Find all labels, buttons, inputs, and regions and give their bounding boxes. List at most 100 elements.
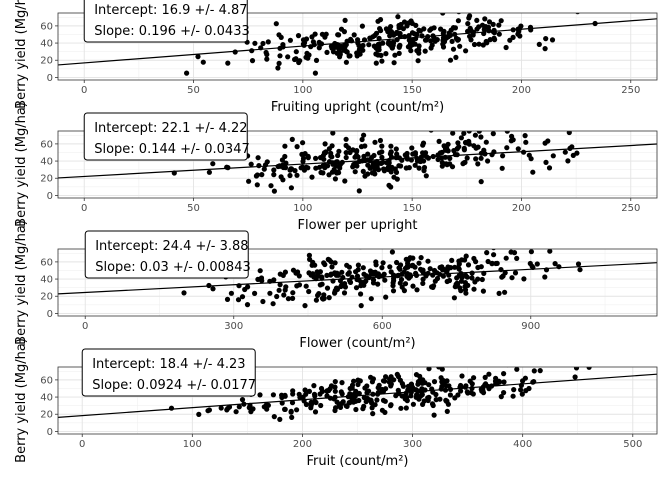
- y-axis-title: Berry yield (Mg/ha): [14, 338, 29, 463]
- data-point: [356, 188, 362, 194]
- data-point: [353, 160, 359, 166]
- data-point: [375, 281, 381, 287]
- data-point: [519, 391, 525, 397]
- data-point: [410, 283, 416, 289]
- data-point: [296, 282, 303, 288]
- data-point: [282, 406, 288, 412]
- data-point: [303, 401, 309, 408]
- data-point: [312, 70, 318, 76]
- y-tick-label: 40: [40, 275, 53, 286]
- data-point: [514, 255, 520, 261]
- x-tick-label: 50: [187, 203, 200, 214]
- data-point: [408, 42, 414, 48]
- data-point: [248, 161, 254, 167]
- data-point: [348, 36, 354, 43]
- data-point: [463, 290, 469, 296]
- data-point: [271, 277, 277, 283]
- data-point: [483, 381, 489, 387]
- data-point: [282, 143, 288, 149]
- data-point: [332, 407, 338, 414]
- data-point: [475, 161, 481, 167]
- data-point: [431, 25, 437, 31]
- data-point: [391, 32, 397, 38]
- data-point: [336, 170, 342, 176]
- data-point: [469, 275, 475, 281]
- data-point: [313, 297, 319, 303]
- data-point: [236, 404, 242, 410]
- data-point: [373, 163, 379, 169]
- data-point: [475, 264, 481, 271]
- data-point: [398, 163, 404, 169]
- data-points: [184, 13, 598, 76]
- data-point: [296, 391, 302, 397]
- x-tick-label: 100: [293, 203, 312, 214]
- data-point: [473, 259, 479, 265]
- data-point: [430, 284, 436, 290]
- data-point: [420, 276, 426, 282]
- data-point: [573, 367, 580, 371]
- data-point: [254, 182, 260, 188]
- data-point: [496, 290, 502, 296]
- data-point: [381, 166, 387, 172]
- data-point: [369, 170, 375, 176]
- x-tick-label: 300: [403, 439, 422, 450]
- data-point: [394, 151, 400, 157]
- data-point: [257, 392, 263, 398]
- data-point: [319, 275, 325, 281]
- data-point: [387, 151, 393, 157]
- data-point: [514, 367, 520, 372]
- data-point: [306, 252, 312, 258]
- data-point: [534, 261, 540, 267]
- data-point: [285, 296, 291, 302]
- x-tick-label: 200: [293, 439, 312, 450]
- data-point: [281, 292, 287, 298]
- data-point: [377, 137, 383, 144]
- data-point: [492, 37, 498, 43]
- data-point: [349, 397, 355, 403]
- data-point: [355, 262, 361, 268]
- y-tick-label: 0: [47, 309, 53, 320]
- data-point: [465, 262, 472, 268]
- data-point: [252, 40, 258, 46]
- data-point: [520, 378, 526, 384]
- data-point: [452, 25, 458, 31]
- x-tick-label: 0: [82, 321, 88, 332]
- data-point: [271, 167, 277, 173]
- data-point: [510, 137, 516, 143]
- annotation-intercept: Intercept: 22.1 +/- 4.22: [94, 121, 247, 136]
- data-point: [419, 268, 425, 274]
- data-point: [470, 391, 476, 397]
- data-point: [233, 409, 239, 415]
- data-point: [329, 264, 335, 270]
- x-tick-label: 150: [403, 203, 422, 214]
- y-tick-label: 20: [40, 292, 53, 303]
- data-point: [346, 53, 352, 59]
- data-point: [428, 38, 434, 44]
- data-point: [521, 276, 527, 282]
- data-point: [388, 402, 394, 408]
- data-point: [408, 48, 414, 54]
- data-point: [331, 166, 337, 173]
- data-point: [552, 261, 558, 267]
- data-point: [287, 167, 293, 173]
- data-point: [574, 150, 580, 156]
- data-point: [421, 26, 427, 32]
- data-point: [336, 46, 342, 52]
- data-point: [566, 131, 572, 136]
- data-point: [315, 292, 321, 298]
- data-point: [242, 286, 248, 293]
- data-point: [430, 272, 436, 278]
- data-point: [502, 289, 508, 295]
- data-point: [560, 126, 565, 131]
- data-point: [416, 396, 422, 402]
- data-point: [506, 367, 509, 368]
- data-point: [526, 152, 532, 158]
- data-point: [489, 261, 495, 267]
- data-point: [562, 149, 568, 155]
- data-point: [522, 133, 528, 139]
- y-tick-label: 0: [47, 73, 53, 84]
- data-point: [401, 19, 408, 25]
- data-point: [377, 41, 383, 47]
- data-point: [404, 263, 410, 269]
- fit-line-group: [58, 143, 657, 179]
